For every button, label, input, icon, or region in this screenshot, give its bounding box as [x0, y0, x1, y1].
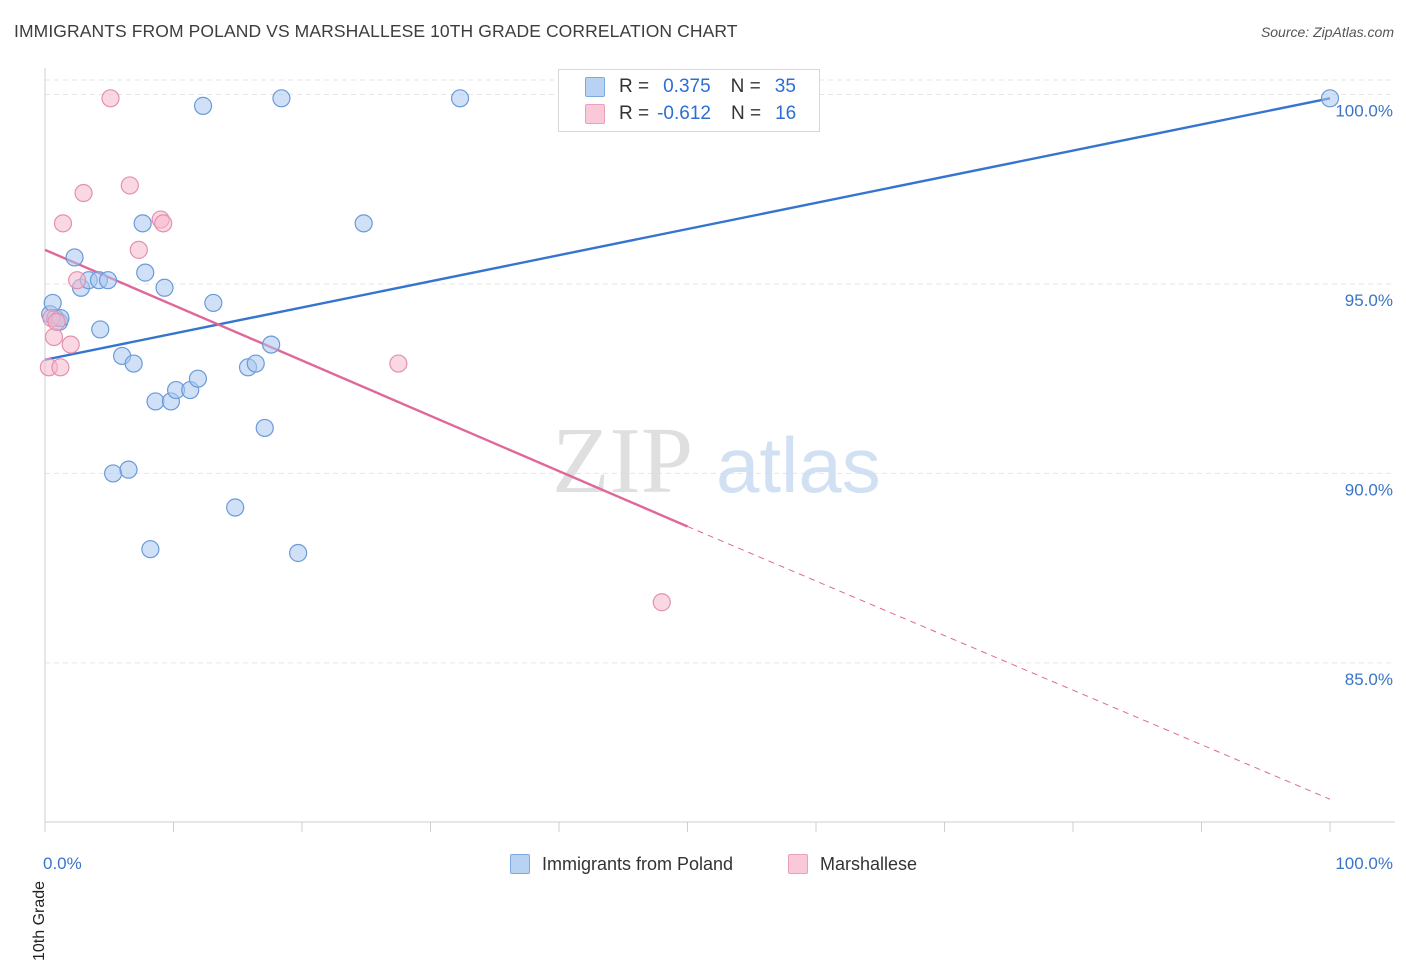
- n-label: N =: [730, 103, 762, 124]
- poland-point: [119, 460, 138, 479]
- poland-point: [193, 96, 213, 115]
- poland-point: [354, 214, 373, 233]
- marshallese-point: [68, 271, 87, 290]
- marshallese-point: [154, 214, 173, 233]
- x-tick-label: 0.0%: [43, 854, 82, 873]
- legend-row-poland: R = 0.375 N = 35: [585, 76, 796, 98]
- poland-point: [262, 335, 281, 354]
- poland-point: [204, 293, 223, 313]
- poland-point: [91, 320, 110, 339]
- marshallese-legend-label: Marshallese: [820, 853, 918, 874]
- poland-legend-label: Immigrants from Poland: [542, 853, 734, 874]
- marshallese-point: [101, 89, 120, 108]
- chart-title: IMMIGRANTS FROM POLAND VS MARSHALLESE 10…: [14, 21, 738, 41]
- y-axis-label: 10th Grade: [31, 880, 48, 961]
- poland-point: [255, 418, 274, 438]
- marshallese-swatch: [585, 104, 605, 124]
- marshallese-point: [389, 354, 408, 373]
- poland-point: [136, 263, 155, 282]
- legend-item-poland[interactable]: Immigrants from Poland: [510, 852, 733, 876]
- y-tick-label: 100.0%: [1335, 102, 1393, 121]
- poland-point: [188, 369, 208, 388]
- marshallese-point: [53, 214, 73, 233]
- y-tick-label: 90.0%: [1345, 480, 1393, 499]
- stats-legend: R = 0.375 N = 35 R = -0.612 N = 16: [558, 69, 820, 132]
- poland-point: [141, 540, 160, 559]
- n-label: N =: [730, 76, 761, 97]
- r-label: R =: [619, 103, 650, 124]
- poland-point: [1320, 89, 1340, 108]
- marshallese-legend-swatch: [788, 854, 808, 874]
- source-label: Source: ZipAtlas.com: [1260, 24, 1394, 40]
- marshallese-point: [61, 335, 80, 354]
- poland-point: [272, 89, 291, 108]
- marshallese-point: [44, 327, 64, 347]
- watermark-zip: ZIP: [552, 409, 693, 513]
- watermark-atlas: atlas: [716, 421, 881, 509]
- poland-point: [65, 248, 84, 267]
- poland-point: [246, 354, 265, 373]
- n-value: 16: [775, 103, 797, 124]
- n-value: 35: [774, 76, 796, 97]
- y-tick-label: 85.0%: [1345, 670, 1393, 689]
- marshallese-point: [129, 240, 148, 259]
- marshallese-point: [47, 312, 66, 331]
- x-tick-label: 100.0%: [1335, 854, 1393, 873]
- marshallese-point: [120, 176, 139, 195]
- marshallese-point: [74, 183, 93, 203]
- poland-point: [124, 354, 143, 373]
- trend-line-marshallese: [44, 248, 688, 528]
- marshallese-point: [652, 593, 671, 612]
- poland-point: [289, 543, 308, 563]
- r-value: 0.375: [663, 76, 711, 97]
- poland-swatch: [585, 77, 605, 97]
- poland-point: [450, 89, 470, 108]
- r-label: R =: [619, 76, 650, 97]
- y-tick-label: 95.0%: [1345, 291, 1393, 310]
- poland-point: [155, 278, 174, 297]
- legend-row-marshallese: R = -0.612 N = 16: [585, 103, 796, 125]
- trend-line-poland: [44, 97, 1331, 361]
- poland-point: [146, 392, 165, 411]
- legend-item-marshallese[interactable]: Marshallese: [788, 852, 917, 876]
- poland-point: [226, 498, 245, 517]
- poland-legend-swatch: [510, 854, 530, 874]
- poland-point: [98, 271, 118, 290]
- poland-point: [133, 214, 152, 233]
- poland-point: [104, 464, 123, 483]
- r-value: -0.612: [657, 103, 711, 124]
- marshallese-point: [51, 358, 70, 377]
- poland-point: [43, 293, 62, 313]
- chart-plot: ZIP atlas 85.0% 90.0% 95.0% 100.0% 0.0% 100.0…: [39, 68, 1395, 873]
